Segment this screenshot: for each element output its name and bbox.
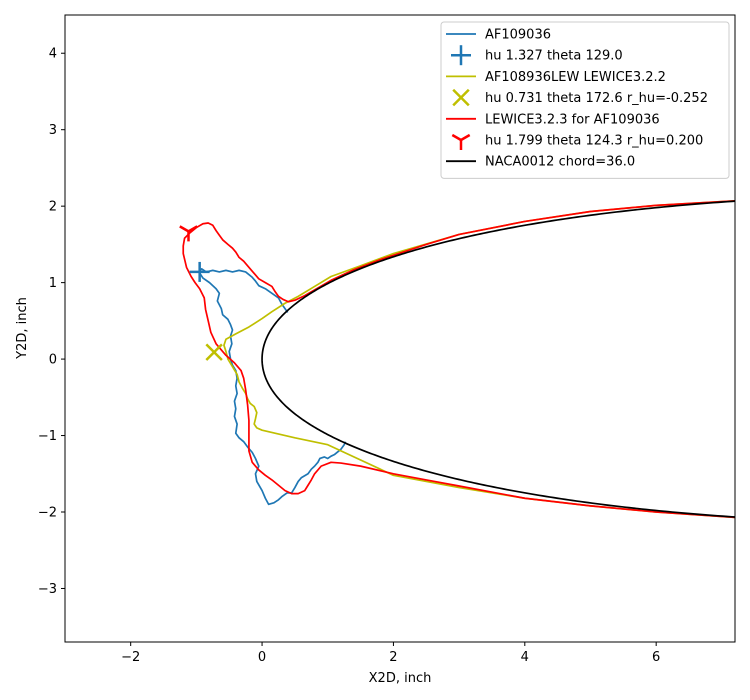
- y-axis-ticks: −3 −2 −1 0 1 2 3 4: [38, 47, 65, 597]
- data-marker-plus-0: [189, 261, 210, 282]
- naca0012-profile-line: [261, 200, 735, 518]
- y-tick-label: −2: [38, 506, 57, 521]
- x-tick-label: 0: [258, 650, 266, 665]
- legend-box: [440, 21, 730, 179]
- x-tick-label: −2: [121, 650, 140, 665]
- legend-marker-swatch-5: [451, 133, 471, 150]
- series-line-1: [223, 199, 735, 519]
- legend-entry-label-3: hu 0.731 theta 172.6 r_hu=-0.252: [485, 91, 708, 106]
- data-marker-tri_down-2: [179, 225, 198, 242]
- x-tick-label: 6: [652, 650, 660, 665]
- data-marker-x-1: [205, 343, 223, 361]
- legend-marker-swatch-1: [451, 45, 471, 66]
- y-tick-label: 1: [49, 276, 57, 291]
- y-tick-label: 0: [49, 353, 57, 368]
- plot-frame: [64, 14, 736, 643]
- legend: AF109036 hu 1.327 theta 129.0 AF108936LEW …: [440, 21, 730, 179]
- legend-entry-label-0: AF109036: [485, 28, 551, 43]
- series-line-2: [182, 199, 735, 519]
- y-tick-label: −3: [38, 582, 57, 597]
- x-tick-label: 2: [389, 650, 397, 665]
- y-tick-label: 3: [49, 123, 57, 138]
- y-tick-label: −1: [38, 429, 57, 444]
- plot-area: [182, 199, 735, 519]
- legend-entry-label-5: hu 1.799 theta 124.3 r_hu=0.200: [485, 134, 703, 149]
- legend-marker-swatch-3: [452, 88, 470, 107]
- y-tick-label: 4: [49, 47, 57, 62]
- x-tick-label: 4: [521, 650, 529, 665]
- y-tick-label: 2: [49, 200, 57, 215]
- legend-entry-label-2: AF108936LEW LEWICE3.2.2: [485, 70, 666, 85]
- x-axis-ticks: −2 0 2 4 6: [121, 642, 660, 665]
- marker-layer: [179, 225, 223, 361]
- legend-entry-label-6: NACA0012 chord=36.0: [485, 155, 635, 170]
- legend-entry-label-4: LEWICE3.2.3 for AF109036: [485, 112, 660, 127]
- y-axis-label: Y2D, inch: [15, 297, 30, 360]
- series-line-0: [198, 268, 347, 506]
- legend-entry-label-1: hu 1.327 theta 129.0: [485, 49, 623, 64]
- x-axis-label: X2D, inch: [369, 671, 432, 686]
